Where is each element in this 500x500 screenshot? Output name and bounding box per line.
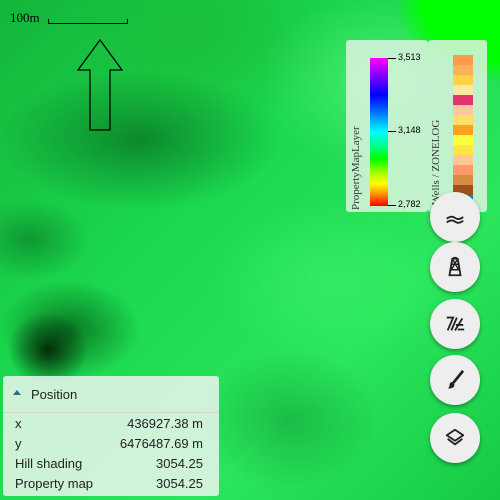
scale-bar-label: 100m: [10, 10, 40, 25]
paintbrush-icon: [447, 370, 464, 389]
position-row-x: x 436927.38 m: [15, 416, 203, 436]
scale-bar-line: [48, 19, 128, 24]
zonelog-swatch: [453, 95, 473, 105]
hill-shading-button[interactable]: [430, 192, 480, 242]
scale-tick-max: [388, 58, 396, 59]
position-row-hill-shading: Hill shading 3054.25: [15, 456, 203, 476]
wells-button[interactable]: [430, 242, 480, 292]
wells-legend-title: Wells / ZONELOG: [430, 119, 442, 205]
north-arrow-icon: [76, 38, 124, 131]
position-panel-title: Position: [31, 387, 78, 402]
zonelog-swatch: [453, 55, 473, 65]
zonelog-swatch: [453, 115, 473, 125]
hill-shading-icon: [446, 215, 464, 224]
layers-icon: [445, 428, 465, 446]
zonelog-swatches: [453, 55, 473, 205]
zonelog-swatch: [453, 155, 473, 165]
property-legend-title: PropertyMapLayer: [350, 126, 362, 210]
zonelog-swatch: [453, 85, 473, 95]
scale-tick-mid: [388, 131, 396, 132]
position-row-label: Property map: [15, 476, 94, 491]
faults-button[interactable]: [430, 299, 480, 349]
zonelog-swatch: [453, 135, 473, 145]
position-row-value: 3054.25: [156, 476, 203, 491]
position-row-label: x: [15, 416, 22, 431]
draw-button[interactable]: [430, 355, 480, 405]
position-panel-header[interactable]: Position: [3, 376, 219, 413]
position-row-property-map: Property map 3054.25: [15, 476, 203, 496]
zonelog-swatch: [453, 125, 473, 135]
oil-derrick-icon: [448, 256, 462, 277]
layers-button[interactable]: [430, 413, 480, 463]
position-panel: Position x 436927.38 m y 6476487.69 m Hi…: [3, 376, 219, 496]
scale-label-min: 2,782: [398, 199, 421, 209]
property-color-scale: [370, 58, 388, 206]
scale-label-mid: 3,148: [398, 125, 421, 135]
scale-tick-min: [388, 205, 396, 206]
position-row-y: y 6476487.69 m: [15, 436, 203, 456]
scale-label-max: 3,513: [398, 52, 421, 62]
position-row-label: Hill shading: [15, 456, 83, 471]
zonelog-swatch: [453, 165, 473, 175]
zonelog-swatch: [453, 65, 473, 75]
zonelog-swatch: [453, 105, 473, 115]
position-row-value: 3054.25: [156, 456, 203, 471]
collapse-caret-icon[interactable]: [13, 390, 21, 395]
position-row-label: y: [15, 436, 22, 451]
position-row-value: 6476487.69 m: [119, 436, 203, 451]
position-row-value: 436927.38 m: [127, 416, 203, 431]
zonelog-swatch: [453, 185, 473, 195]
zonelog-swatch: [453, 145, 473, 155]
zonelog-swatch: [453, 75, 473, 85]
fault-lines-icon: [446, 316, 465, 331]
zonelog-swatch: [453, 175, 473, 185]
